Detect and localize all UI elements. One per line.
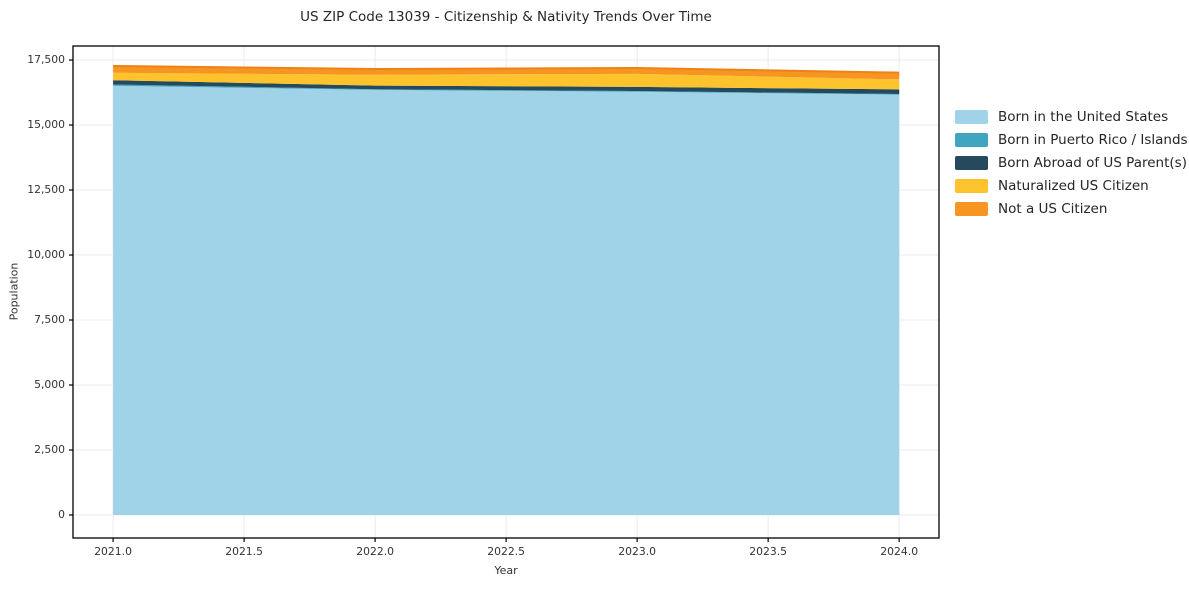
area-naturalized-us-citizen (113, 72, 900, 90)
x-tick-label: 2022.0 (356, 545, 394, 558)
x-tick-label: 2023.5 (749, 545, 788, 558)
chart-title: US ZIP Code 13039 - Citizenship & Nativi… (300, 9, 712, 25)
legend-label: Not a US Citizen (998, 200, 1108, 217)
legend-label: Born Abroad of US Parent(s) (998, 154, 1187, 171)
x-tick-label: 2021.5 (225, 545, 263, 558)
legend-swatch-icon (955, 132, 988, 147)
y-tick-label: 17,500 (27, 53, 65, 67)
legend: Born in the United States Born in Puerto … (955, 105, 1188, 220)
x-tick-label: 2022.5 (487, 545, 526, 558)
y-axis-title: Population (7, 262, 21, 321)
legend-item: Born in Puerto Rico / Islands (955, 128, 1188, 151)
legend-item: Born Abroad of US Parent(s) (955, 151, 1187, 174)
legend-swatch-icon (955, 155, 988, 170)
x-tick-label: 2021.0 (94, 545, 132, 558)
x-tick-label: 2023.0 (618, 545, 657, 558)
y-tick-label: 0 (58, 507, 65, 521)
x-axis-title: Year (494, 564, 518, 577)
y-tick-label: 2,500 (34, 442, 65, 456)
area-born-abroad-of-us-parent-s- (113, 80, 900, 94)
legend-item: Naturalized US Citizen (955, 174, 1185, 197)
legend-swatch-icon (955, 201, 988, 216)
legend-swatch-icon (955, 109, 988, 124)
y-tick-label: 7,500 (34, 313, 65, 326)
y-tick-label: 5,000 (34, 378, 65, 391)
y-tick-label: 15,000 (27, 118, 65, 132)
legend-label: Naturalized US Citizen (998, 177, 1149, 194)
area-born-in-puerto-rico-islands (113, 84, 900, 95)
area-born-in-the-united-states (113, 85, 900, 516)
y-tick-label: 12,500 (27, 183, 65, 197)
legend-label: Born in Puerto Rico / Islands (998, 131, 1188, 148)
legend-swatch-icon (955, 178, 988, 193)
legend-label: Born in the United States (998, 108, 1169, 125)
stack-top-edge (113, 65, 900, 74)
legend-item: Not a US Citizen (955, 197, 1185, 220)
y-tick-label: 10,000 (27, 248, 65, 262)
x-tick-label: 2024.0 (880, 545, 919, 558)
legend-item: Born in the United States (955, 105, 1185, 128)
